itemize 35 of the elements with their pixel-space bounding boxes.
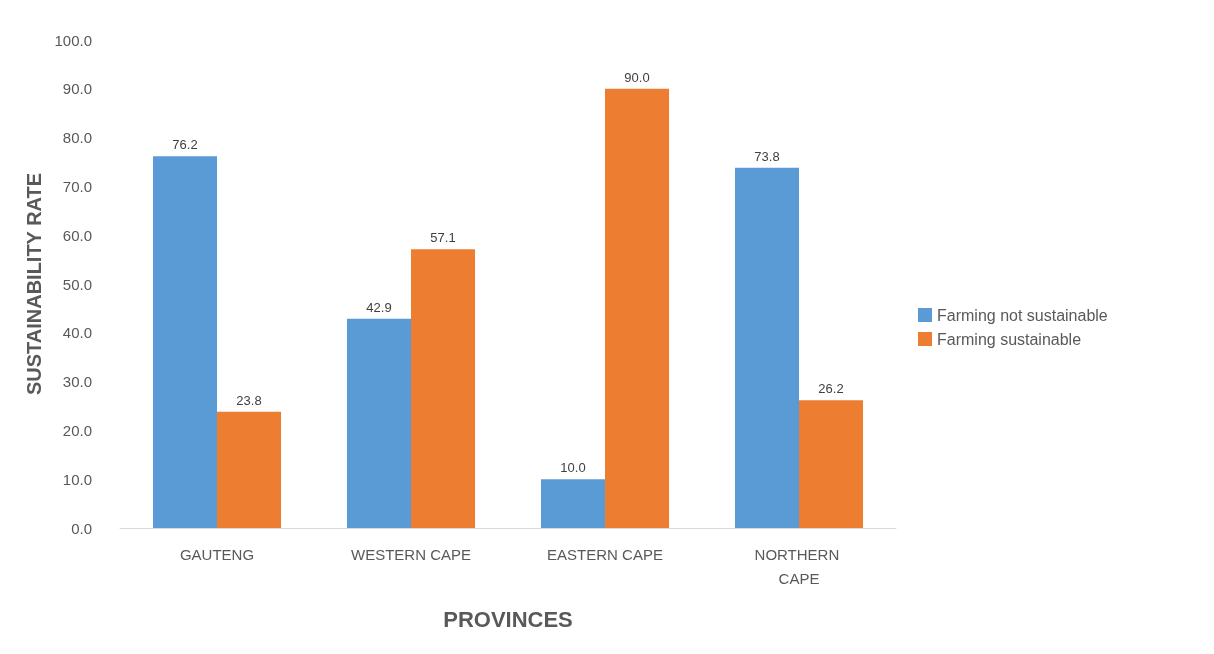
y-tick-label: 40.0 [62, 324, 92, 342]
x-tick-label: NORTHERN CAPE [754, 545, 844, 587]
data-label: 23.8 [236, 392, 262, 408]
data-label: 90.0 [624, 69, 650, 85]
y-tick-label: 50.0 [62, 275, 92, 293]
bar [799, 400, 864, 528]
y-tick-label: 100.0 [54, 31, 92, 49]
x-tick-label: GAUTENG [179, 545, 255, 563]
y-tick-label: 70.0 [62, 177, 92, 195]
legend-label: Farming not sustainable [937, 306, 1108, 324]
data-label: 73.8 [754, 148, 780, 164]
y-tick-label: 0.0 [71, 519, 92, 537]
data-label: 57.1 [430, 230, 456, 246]
bar [605, 88, 670, 528]
bar [411, 249, 476, 528]
data-label: 26.2 [818, 381, 844, 397]
y-tick-label: 20.0 [62, 421, 92, 439]
bar [346, 318, 411, 528]
y-tick-label: 30.0 [62, 373, 92, 391]
x-tick-label: EASTERN CAPE [547, 545, 663, 563]
y-axis-title: SUSTAINABILITY RATE [22, 172, 45, 396]
y-tick-label: 80.0 [62, 129, 92, 147]
data-label: 10.0 [560, 460, 586, 476]
x-axis-title: PROVINCES [443, 606, 573, 632]
bar [217, 411, 282, 528]
y-tick-label: 10.0 [62, 470, 92, 488]
x-tick-label: WESTERN CAPE [350, 545, 472, 563]
y-tick-label: 90.0 [62, 80, 92, 98]
data-label: 42.9 [366, 299, 392, 315]
bar [734, 167, 799, 528]
bar [540, 479, 605, 528]
y-tick-label: 60.0 [62, 226, 92, 244]
bar [152, 156, 217, 528]
data-label: 76.2 [172, 137, 198, 153]
legend-label: Farming sustainable [937, 330, 1082, 348]
